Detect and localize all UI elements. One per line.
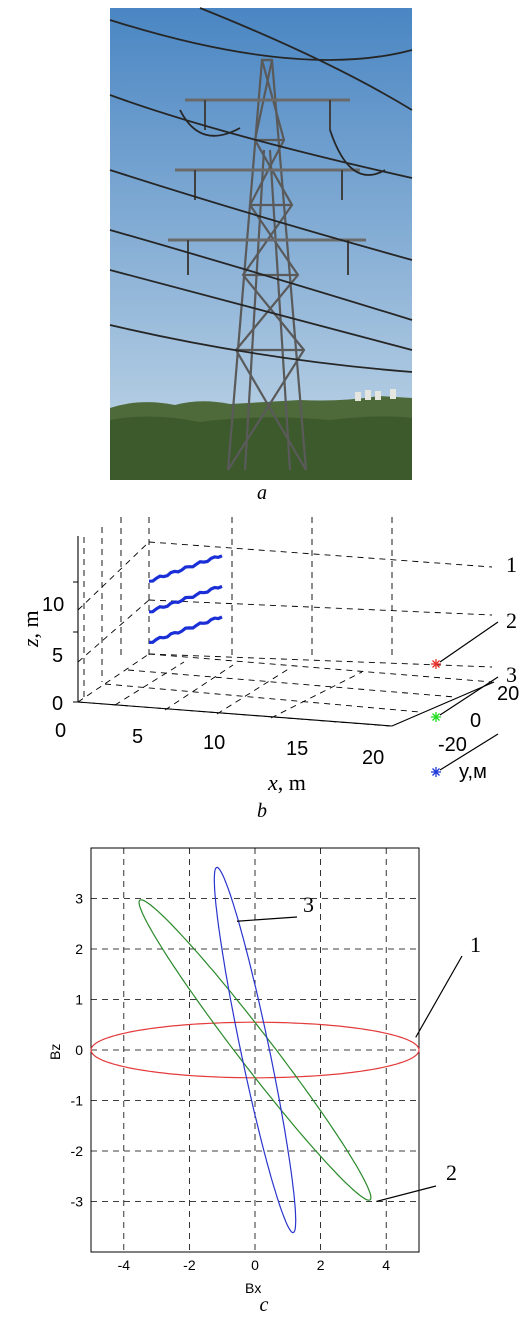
point-label: 1 <box>506 552 517 577</box>
geometry-3d-chart: 10 5 0 0 5 10 15 20 20 0 -20 x, m y,м z,… <box>18 517 519 795</box>
x-tick-label: 20 <box>362 747 384 769</box>
z-tick-label: 0 <box>52 693 63 715</box>
y-tick-label: 20 <box>497 683 519 705</box>
y-tick-label: 1 <box>75 992 83 1008</box>
photo-panel: a <box>0 0 524 510</box>
callout-line <box>439 621 499 663</box>
callout-line <box>439 733 499 771</box>
point-label: 2 <box>506 608 517 633</box>
series-label: 2 <box>446 1160 457 1185</box>
caption-c: c <box>259 1294 269 1316</box>
caption-b: b <box>257 800 267 822</box>
polarization-ellipse-chart: -4 -2 0 2 4 3 2 1 0 -1 -2 -3 1 2 3 Bx Bz <box>47 847 481 1296</box>
x-tick-label: 0 <box>55 720 66 742</box>
callout-line <box>236 916 298 922</box>
y-axis-label: y,м <box>459 761 487 783</box>
y-tick-label: -20 <box>438 734 467 756</box>
point-label: 3 <box>506 662 517 687</box>
x-tick-label: -2 <box>183 1257 196 1273</box>
x-tick-label: 5 <box>132 726 143 748</box>
transmission-tower-photo <box>109 7 413 480</box>
x-axis-label: x, m <box>267 770 306 795</box>
callout-line <box>376 1185 437 1203</box>
conductor-line <box>148 584 223 614</box>
callout-line <box>415 955 463 1038</box>
y-tick-label: 3 <box>75 891 83 907</box>
y-tick-label: 0 <box>470 710 481 732</box>
x-tick-label: 10 <box>203 732 225 754</box>
geometry-3d-panel: 10 5 0 0 5 10 15 20 20 0 -20 x, m y,м z,… <box>0 512 524 834</box>
conductor-line <box>148 615 223 644</box>
y-tick-label: -2 <box>71 1143 84 1159</box>
z-axis-label: z, m <box>18 610 43 648</box>
conductor-line <box>148 554 223 583</box>
observation-point-1 <box>431 659 441 669</box>
caption-a: a <box>257 482 267 504</box>
z-tick-label: 10 <box>42 594 64 616</box>
y-tick-label: 2 <box>75 941 83 957</box>
y-axis-label: Bz <box>47 1044 63 1060</box>
y-tick-label: 0 <box>75 1042 83 1058</box>
z-tick-label: 5 <box>52 645 63 667</box>
x-tick-label: 15 <box>286 738 308 760</box>
series-label: 1 <box>470 932 481 957</box>
observation-point-3 <box>431 767 441 777</box>
callout-line <box>439 676 499 716</box>
y-tick-label: -1 <box>71 1093 84 1109</box>
polarization-panel: -4 -2 0 2 4 3 2 1 0 -1 -2 -3 1 2 3 Bx Bz c <box>0 838 524 1322</box>
x-tick-label: 0 <box>251 1257 259 1273</box>
ellipse-series-2 <box>138 899 372 1201</box>
y-tick-label: -3 <box>71 1194 84 1210</box>
x-axis-label: Bx <box>245 1280 261 1296</box>
series-label: 3 <box>303 892 314 917</box>
observation-point-2 <box>431 712 441 722</box>
x-tick-label: 4 <box>382 1257 390 1273</box>
ellipse-series-1 <box>90 1021 420 1079</box>
ellipse-series-3 <box>213 866 297 1234</box>
x-tick-label: -4 <box>118 1257 131 1273</box>
x-tick-label: 2 <box>317 1257 325 1273</box>
